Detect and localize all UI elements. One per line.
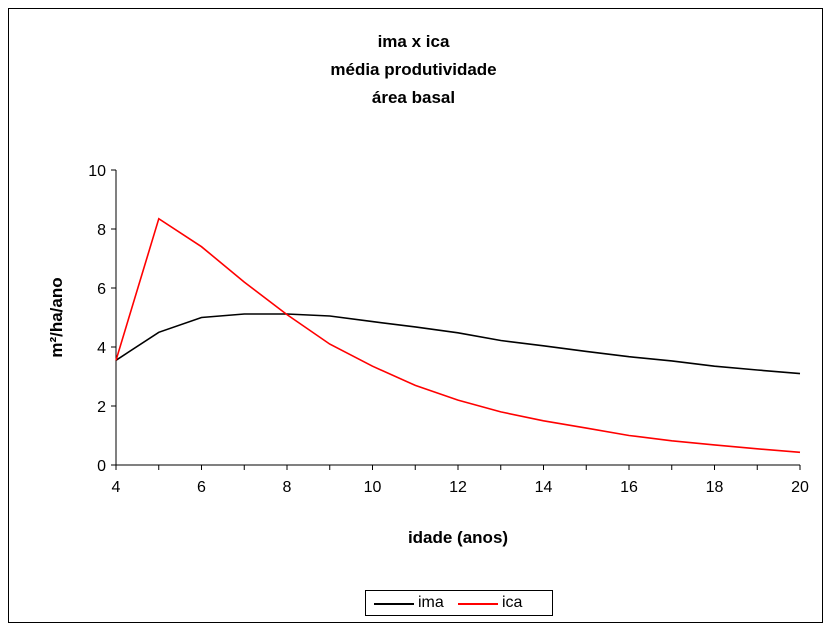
x-tick-label: 6: [197, 479, 206, 496]
y-tick-label: 10: [88, 163, 106, 180]
chart-title-line-1: ima x ica: [377, 32, 450, 51]
legend-swatch-ima: [374, 603, 414, 605]
y-tick-label: 6: [97, 281, 106, 298]
chart-title-line-3: área basal: [371, 88, 456, 107]
x-tick-label: 18: [706, 479, 724, 496]
x-tick-label: 12: [449, 479, 467, 496]
y-axis-label: m²/ha/ano: [47, 277, 66, 357]
series-line-ima: [115, 313, 801, 375]
x-tick-label: 8: [283, 479, 292, 496]
y-tick-label: 0: [97, 458, 106, 475]
legend-label-ima: ima: [418, 594, 444, 611]
x-tick-label: 4: [112, 479, 121, 496]
x-tick-label: 20: [791, 479, 809, 496]
x-axis-label: idade (anos): [408, 528, 508, 547]
y-tick-label: 2: [97, 399, 106, 416]
chart-legend: ima ica: [365, 590, 553, 616]
legend-label-ica: ica: [502, 594, 523, 611]
chart-title-line-2: média produtividade: [330, 60, 497, 79]
x-tick-label: 14: [535, 479, 553, 496]
legend-swatch-ica: [458, 603, 498, 605]
x-tick-label: 10: [364, 479, 382, 496]
x-tick-label: 16: [620, 479, 638, 496]
series-line-ica: [115, 217, 801, 454]
y-tick-label: 8: [97, 222, 106, 239]
chart-frame: [8, 8, 823, 623]
y-tick-label: 4: [97, 340, 106, 357]
